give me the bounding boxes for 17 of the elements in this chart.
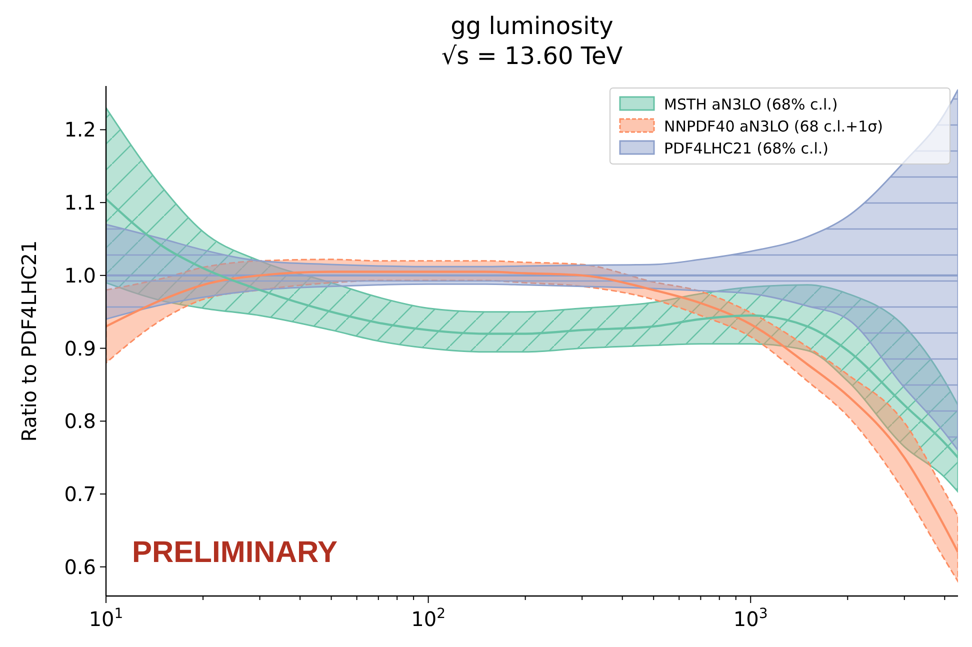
chart-title: gg luminosity bbox=[450, 12, 614, 40]
x-tick-label: 10$^{2}$ bbox=[411, 606, 446, 631]
y-tick-label: 0.9 bbox=[64, 336, 96, 360]
y-tick-label: 0.7 bbox=[64, 482, 96, 506]
y-tick-label: 1.1 bbox=[64, 190, 96, 215]
legend-label: PDF4LHC21 (68% c.l.) bbox=[664, 139, 828, 158]
y-tick-label: 0.6 bbox=[64, 554, 96, 579]
chart-subtitle: √s = 13.60 TeV bbox=[441, 42, 624, 70]
y-tick-label: 1.2 bbox=[64, 118, 96, 142]
y-tick-label: 0.8 bbox=[64, 409, 96, 434]
annotation: PRELIMINARY bbox=[132, 536, 338, 569]
legend-label: MSTH aN3LO (68% c.l.) bbox=[664, 95, 838, 114]
x-tick-label: 10$^{1}$ bbox=[88, 606, 124, 631]
x-tick-label: 10$^{3}$ bbox=[733, 606, 768, 631]
y-tick-label: 1.0 bbox=[64, 263, 96, 288]
legend-label: NNPDF40 aN3LO (68 c.l.+1σ) bbox=[664, 117, 884, 136]
y-axis-title: Ratio to PDF4LHC21 bbox=[17, 240, 41, 442]
